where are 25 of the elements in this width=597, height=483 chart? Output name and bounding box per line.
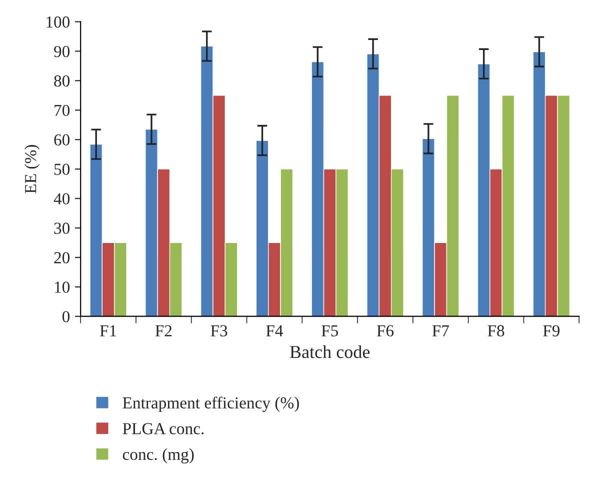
x-tick-label: F8 [488, 325, 504, 336]
x-tick-label: F1 [100, 325, 116, 336]
y-tick-label: 100 [46, 16, 70, 28]
y-tick-label: 50 [54, 164, 70, 175]
legend-label: PLGA conc. [122, 423, 204, 434]
y-tick-label: 90 [54, 46, 70, 58]
y-tick-label: 10 [54, 282, 70, 293]
y-axis-title: EE (%) [24, 145, 40, 194]
y-tick-label: 80 [54, 75, 70, 87]
y-tick-label: 0 [62, 311, 70, 322]
y-tick-label: 30 [54, 222, 70, 234]
x-tick-label: F6 [376, 325, 394, 336]
x-tick-label: F5 [322, 325, 338, 336]
y-tick-label: 20 [54, 252, 70, 264]
x-tick-label: F9 [543, 325, 560, 336]
x-axis-title: Batch code [290, 345, 370, 358]
y-tick-label: 40 [54, 193, 70, 204]
y-tick-label: 60 [54, 134, 70, 146]
x-tick-label: F3 [210, 325, 228, 336]
legend-label: Entrapment efficiency (%) [122, 396, 299, 412]
x-tick-label: F2 [155, 325, 172, 336]
legend-label: conc. (mg) [122, 448, 194, 464]
x-tick-label: F7 [432, 325, 449, 336]
x-tick-label: F4 [266, 325, 283, 336]
y-tick-label: 70 [54, 104, 70, 116]
